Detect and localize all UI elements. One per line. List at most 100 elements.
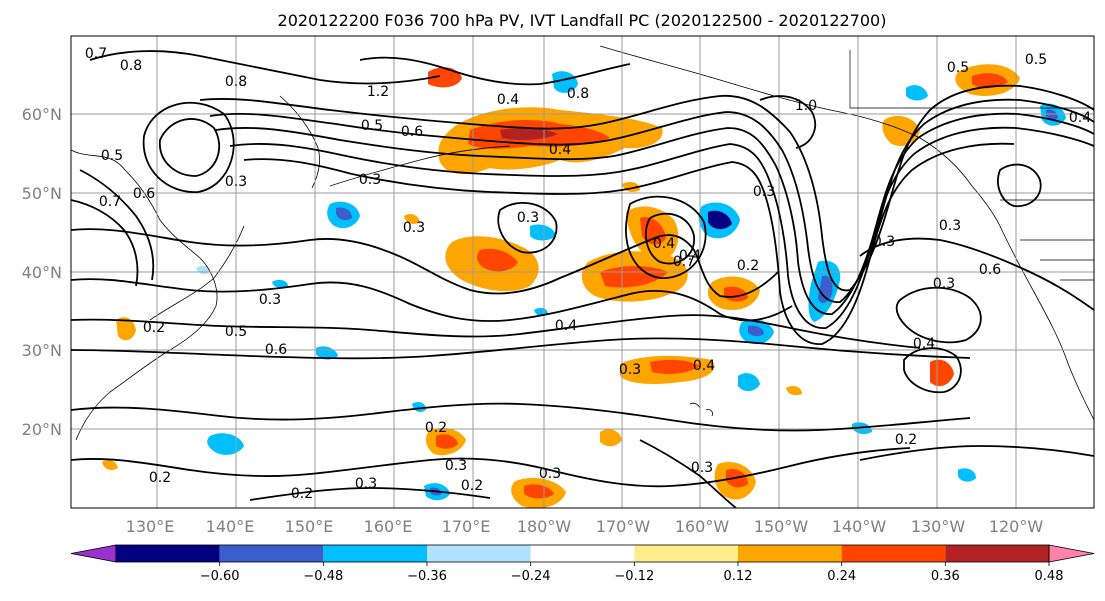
colorbar-extend-high [1048, 544, 1095, 563]
lon-tick-label: 140°W [832, 517, 887, 536]
colorbar-outline [115, 544, 1050, 563]
contour-label: 0.8 [225, 74, 247, 90]
pv-contour-mid-2 [71, 278, 793, 322]
contour-label: 0.4 [693, 358, 715, 374]
contour-label: 0.2 [143, 320, 165, 336]
colorbar-segment [738, 545, 842, 562]
lat-tick-label: 30°N [22, 341, 62, 360]
lat-tick-label: 40°N [22, 263, 62, 282]
longitude-tick-labels: 130°E 140°E 150°E 160°E 170°E 180°W 170°… [126, 517, 1044, 536]
pv-contour-jet-3 [215, 112, 1094, 315]
lon-tick-label: 130°E [126, 517, 175, 536]
cool-patch-ne-1-core [1046, 109, 1058, 121]
cool-patch-east-1-core [748, 325, 764, 337]
colorbar-segment [323, 545, 427, 562]
colorbar-segment [219, 545, 324, 562]
boundary-canada-us [849, 50, 1094, 109]
colorbar-segment [634, 545, 738, 562]
cool-patch-ne-2 [906, 85, 928, 101]
cool-patch-small-5 [272, 279, 288, 289]
pv-contour-mid-loop-1 [497, 201, 558, 254]
pv-contours [71, 50, 1094, 508]
coastline-aleutians [329, 145, 511, 187]
colorbar-tick-label: 0.48 [1035, 569, 1064, 584]
contour-label: 0.5 [101, 148, 123, 164]
contour-label: 0.6 [265, 342, 287, 358]
contour-label: 0.6 [133, 186, 155, 202]
colorbar-tick-label: −0.24 [511, 569, 551, 584]
pv-contour-jet-5 [243, 142, 1015, 345]
contour-label: 0.3 [691, 460, 713, 476]
contour-label: 0.2 [737, 258, 759, 274]
contour-label: 0.7 [85, 46, 107, 62]
lat-tick-label: 60°N [22, 105, 62, 124]
contour-label: 0.5 [225, 324, 247, 340]
pv-contour-jet-1 [199, 84, 1094, 292]
contour-label: 0.4 [555, 318, 577, 334]
warm-patch-japan [116, 317, 136, 341]
pv-contour-east-1 [895, 286, 982, 344]
colorbar-tick-label: −0.36 [407, 569, 447, 584]
pv-contour-south-4 [639, 439, 737, 508]
warm-patch-small-5 [102, 460, 118, 470]
contour-label: 0.6 [401, 124, 423, 140]
cool-patch-north-1 [552, 71, 578, 93]
contour-label: 0.5 [947, 60, 969, 76]
coastline-asia [71, 149, 218, 441]
colorbar-segment [116, 545, 220, 562]
lon-tick-label: 150°W [754, 517, 809, 536]
warm-patch-central-2-core [600, 266, 668, 288]
contour-label: 0.3 [873, 234, 895, 250]
lon-tick-label: 160°W [675, 517, 730, 536]
colorbar-tick-label: 0.24 [827, 569, 856, 584]
contour-label: 0.5 [1025, 52, 1047, 68]
colorbar-tick-label: 0.12 [724, 569, 753, 584]
cool-patch-gulf-core [818, 275, 833, 303]
warm-patch-small-4 [786, 386, 802, 396]
lat-tick-label: 20°N [22, 420, 62, 439]
warm-patch-south-1-core [524, 484, 554, 499]
contour-label: 0.3 [939, 218, 961, 234]
contour-label: 1.0 [795, 98, 817, 114]
pv-contour-alaska-coil [759, 95, 817, 149]
pv-contour-west-loop-2 [142, 101, 235, 193]
lon-tick-label: 170°W [596, 517, 651, 536]
pv-contour-south-3 [249, 487, 491, 501]
contour-label: 0.2 [149, 470, 171, 486]
contour-label: 0.2 [425, 420, 447, 436]
contour-label: 0.3 [259, 292, 281, 308]
map-title: 2020122200 F036 700 hPa PV, IVT Landfall… [278, 11, 887, 30]
pv-contour-west-loop [159, 118, 221, 177]
pv-contour-west-3 [71, 199, 139, 287]
contour-label: 0.4 [653, 236, 675, 252]
lon-tick-label: 120°W [989, 517, 1044, 536]
contour-label: 0.6 [979, 262, 1001, 278]
pv-contour-north-2 [359, 56, 631, 86]
colorbar-tick-label: 0.36 [931, 569, 960, 584]
pv-contour-jet-4 [229, 126, 1094, 329]
contour-label: 0.3 [403, 220, 425, 236]
cool-patch-small-4 [958, 468, 976, 482]
pv-contour-north-1 [89, 50, 441, 85]
cool-anomaly-patches [196, 71, 1066, 501]
cool-patch-dateline-core [708, 210, 732, 230]
contour-label: 1.2 [367, 84, 389, 100]
pv-contour-mid-4 [71, 337, 971, 360]
cool-patch-east-2 [738, 373, 760, 392]
contour-label: 0.4 [679, 248, 701, 264]
colorbar-tick-labels: −0.60 −0.48 −0.36 −0.24 −0.12 0.12 0.24 0.36 0.4… [200, 562, 1064, 584]
cool-patch-small-1 [530, 224, 556, 241]
contour-label: 0.2 [291, 486, 313, 502]
cool-patch-west-1-core [336, 207, 352, 221]
contour-label: 0.4 [913, 336, 935, 352]
lon-tick-label: 160°E [364, 517, 413, 536]
contour-label: 0.3 [445, 458, 467, 474]
contour-label: 0.3 [359, 172, 381, 188]
contour-label: 0.2 [895, 432, 917, 448]
contour-label: 0.4 [549, 142, 571, 158]
coastline-alaska [599, 45, 1001, 227]
coastline-kamchatka [279, 95, 320, 189]
colorbar-segment [945, 545, 1049, 562]
pv-contour-south-2 [71, 447, 911, 488]
contour-label: 0.7 [673, 254, 695, 270]
